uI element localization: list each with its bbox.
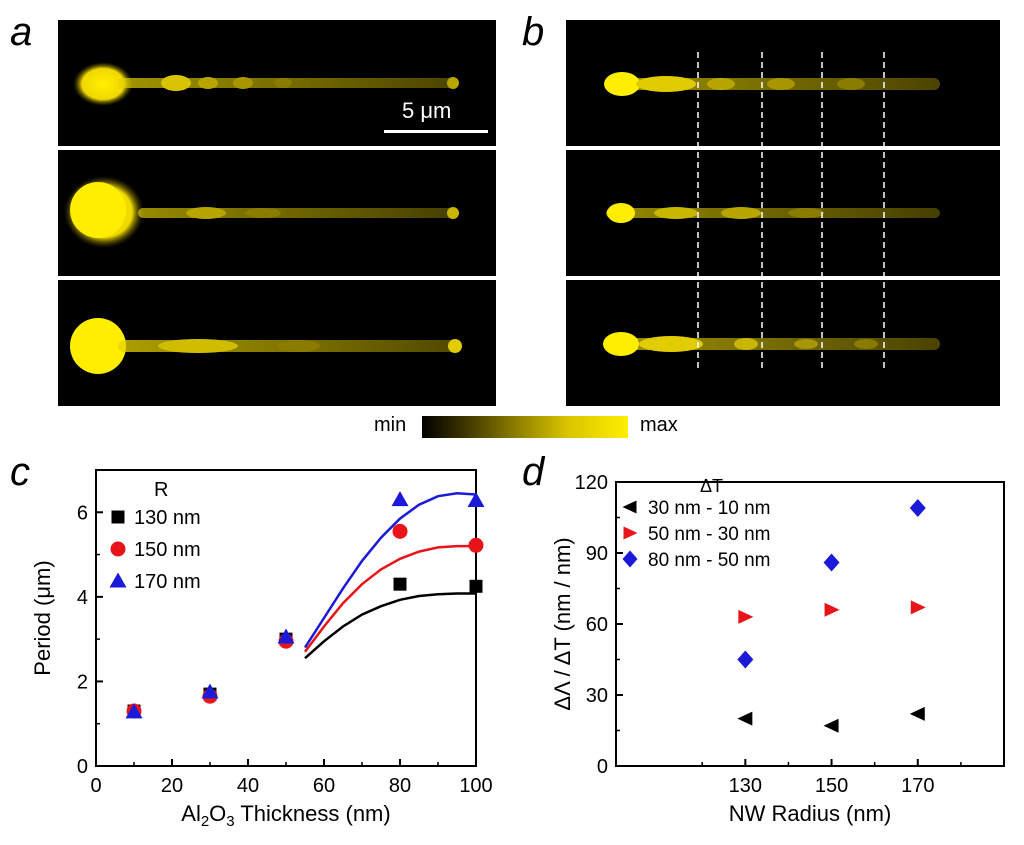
micrograph-b2 — [566, 150, 1000, 276]
x-tick-label-c: 80 — [389, 775, 411, 797]
y-axis-label-d: ΔΛ / ΔT (nm / nm) — [550, 537, 575, 710]
x-tick-label-c: 100 — [459, 775, 492, 797]
legend-marker-c — [111, 510, 125, 524]
legend-label-d: 80 nm - 50 nm — [648, 550, 771, 571]
x-axis-label-c: Al2O3 Thickness (nm) — [181, 801, 390, 830]
panel-label-c: c — [10, 450, 30, 494]
y-tick-label-d: 90 — [586, 543, 608, 565]
legend-label-d: 30 nm - 10 nm — [648, 498, 771, 519]
y-tick-label-d: 120 — [575, 472, 608, 494]
data-point-130nm — [469, 579, 483, 593]
data-point-130nm — [393, 577, 407, 591]
legend-label-c: 150 nm — [134, 539, 201, 561]
period-guide-lines — [697, 52, 885, 370]
legend-label-c: 130 nm — [134, 507, 201, 529]
x-tick-label-c: 20 — [161, 775, 183, 797]
colorbar-max-label: max — [640, 414, 678, 436]
legend-marker-c — [110, 541, 126, 557]
x-tick-label-c: 40 — [237, 775, 259, 797]
y-tick-label-c: 2 — [77, 671, 88, 693]
data-point-50nm30nm — [824, 602, 840, 617]
data-point-170nm — [391, 491, 409, 507]
micrograph-b1 — [566, 20, 1000, 146]
micrograph-a2 — [58, 150, 496, 276]
data-point-30nm10nm — [737, 711, 753, 726]
y-axis-label-c: Period (μm) — [30, 560, 55, 675]
panel-label-b: b — [522, 10, 545, 54]
legend-label-c: 170 nm — [134, 571, 201, 593]
data-point-170nm — [277, 628, 295, 644]
x-tick-label-d: 170 — [901, 775, 934, 797]
data-point-80nm50nm — [823, 553, 840, 572]
legend-label-d: 50 nm - 30 nm — [648, 524, 771, 545]
y-tick-label-c: 6 — [77, 502, 88, 524]
legend-title-d: ΔT — [700, 476, 723, 496]
x-tick-label-c: 60 — [313, 775, 335, 797]
data-point-150nm — [392, 523, 408, 539]
data-point-80nm50nm — [737, 650, 754, 669]
scale-bar — [384, 130, 488, 133]
data-point-50nm30nm — [910, 600, 926, 615]
data-point-170nm — [467, 491, 485, 507]
y-tick-label-d: 30 — [586, 685, 608, 707]
data-point-50nm30nm — [738, 609, 754, 624]
micrograph-a1 — [58, 20, 496, 146]
scale-bar-label: 5 μm — [402, 98, 452, 123]
legend-marker-d — [622, 550, 638, 568]
colorbar-min-label: min — [374, 414, 407, 436]
fit-curve-150nm — [304, 544, 476, 653]
data-point-170nm — [201, 683, 219, 699]
fit-curve-130nm — [304, 592, 476, 660]
y-tick-label-d: 60 — [586, 614, 608, 636]
data-point-30nm10nm — [823, 718, 839, 733]
panel-label-d: d — [522, 450, 545, 494]
legend-title-c: R — [154, 479, 168, 501]
fit-curve-170nm — [303, 492, 477, 649]
x-axis-label-d: NW Radius (nm) — [729, 801, 892, 826]
panel-label-a: a — [10, 10, 33, 54]
y-tick-label-c: 4 — [77, 587, 88, 609]
x-tick-label-d: 130 — [729, 775, 762, 797]
data-point-80nm50nm — [909, 499, 926, 518]
data-point-150nm — [468, 537, 484, 553]
data-point-170nm — [125, 703, 143, 719]
legend-marker-c — [109, 572, 127, 588]
y-tick-label-d: 0 — [597, 756, 608, 778]
y-tick-label-c: 0 — [77, 756, 88, 778]
x-tick-label-d: 150 — [815, 775, 848, 797]
micrograph-a3 — [58, 280, 496, 406]
legend-marker-d — [623, 526, 638, 540]
colorbar — [422, 416, 628, 438]
micrograph-b3 — [566, 280, 1000, 406]
data-point-30nm10nm — [909, 706, 925, 721]
x-tick-label-c: 0 — [90, 775, 101, 797]
legend-marker-d — [622, 500, 637, 514]
